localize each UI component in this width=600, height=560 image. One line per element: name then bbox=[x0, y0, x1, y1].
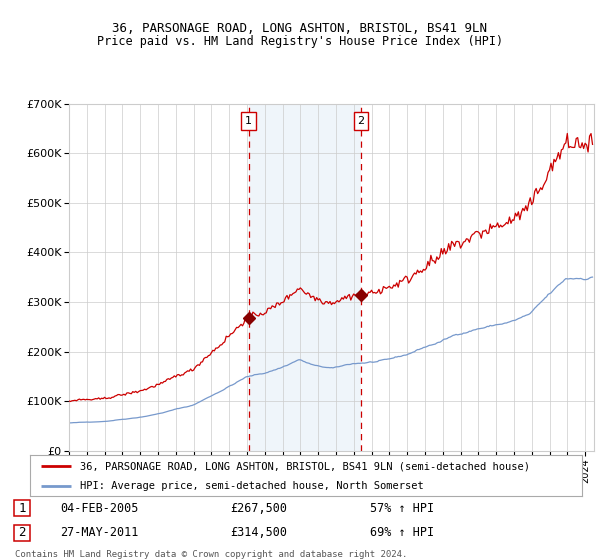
FancyBboxPatch shape bbox=[14, 500, 30, 516]
Text: 04-FEB-2005: 04-FEB-2005 bbox=[60, 502, 139, 515]
Text: 36, PARSONAGE ROAD, LONG ASHTON, BRISTOL, BS41 9LN (semi-detached house): 36, PARSONAGE ROAD, LONG ASHTON, BRISTOL… bbox=[80, 461, 530, 471]
FancyBboxPatch shape bbox=[14, 525, 30, 540]
Text: 1: 1 bbox=[245, 116, 252, 126]
Text: 36, PARSONAGE ROAD, LONG ASHTON, BRISTOL, BS41 9LN: 36, PARSONAGE ROAD, LONG ASHTON, BRISTOL… bbox=[113, 22, 487, 35]
Text: Price paid vs. HM Land Registry's House Price Index (HPI): Price paid vs. HM Land Registry's House … bbox=[97, 35, 503, 48]
Text: 69% ↑ HPI: 69% ↑ HPI bbox=[370, 526, 434, 539]
Bar bbox=[248, 104, 361, 451]
Text: £314,500: £314,500 bbox=[230, 526, 287, 539]
Text: 2: 2 bbox=[18, 526, 26, 539]
Text: £267,500: £267,500 bbox=[230, 502, 287, 515]
Text: 1: 1 bbox=[18, 502, 26, 515]
Text: HPI: Average price, semi-detached house, North Somerset: HPI: Average price, semi-detached house,… bbox=[80, 480, 424, 491]
Text: 57% ↑ HPI: 57% ↑ HPI bbox=[370, 502, 434, 515]
Text: 2: 2 bbox=[358, 116, 365, 126]
Text: 27-MAY-2011: 27-MAY-2011 bbox=[60, 526, 139, 539]
Text: Contains HM Land Registry data © Crown copyright and database right 2024.
This d: Contains HM Land Registry data © Crown c… bbox=[15, 550, 407, 560]
